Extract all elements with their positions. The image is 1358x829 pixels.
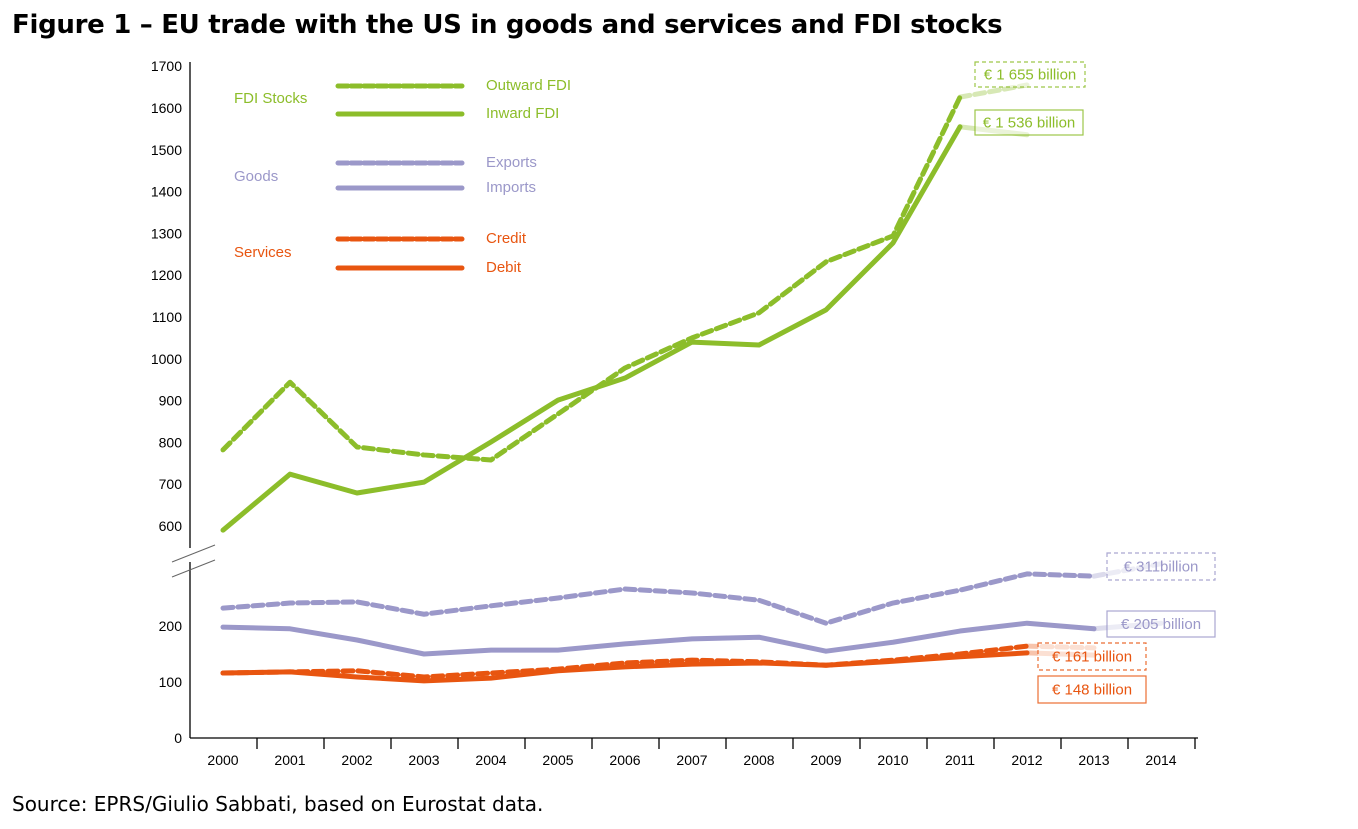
axis-break-mark — [171, 544, 216, 563]
series-line-inward-fdi — [220, 124, 963, 533]
y-tick-label: 200 — [159, 618, 183, 634]
y-tick-label: 100 — [159, 674, 183, 690]
end-value-label: € 311billion — [1124, 559, 1199, 576]
end-value-box — [1037, 675, 1147, 704]
x-tick-label: 2004 — [475, 752, 506, 768]
end-value-label: € 1 655 billion — [984, 67, 1077, 84]
y-tick-label: 0 — [174, 730, 182, 746]
source-note: Source: EPRS/Giulio Sabbati, based on Eu… — [12, 792, 544, 816]
y-tick-label: 700 — [159, 476, 183, 492]
x-tick-label: 2001 — [274, 752, 305, 768]
end-value-label: € 205 billion — [1121, 616, 1201, 633]
series-line-imports — [220, 620, 1097, 657]
y-tick-label: 1600 — [151, 100, 182, 116]
y-tick-label: 1100 — [152, 309, 182, 325]
x-tick-label: 2002 — [341, 752, 372, 768]
end-value-label: € 1 536 billion — [983, 115, 1076, 132]
x-tick-label: 2012 — [1011, 752, 1042, 768]
legend-label: Inward FDI — [486, 105, 559, 122]
y-tick-label: 1200 — [151, 267, 182, 283]
end-value-label: € 148 billion — [1052, 682, 1132, 699]
legend-label: Outward FDI — [486, 77, 571, 94]
end-value-box — [1106, 610, 1216, 638]
y-tick-label: 1300 — [151, 225, 182, 241]
x-tick-label: 2000 — [207, 752, 238, 768]
y-tick-label: 1500 — [151, 142, 182, 158]
end-value-box — [974, 109, 1084, 136]
x-tick-label: 2005 — [542, 752, 573, 768]
series-line-faded-end — [1091, 561, 1164, 579]
legend-label: Debit — [486, 259, 522, 276]
end-value-box — [974, 61, 1086, 88]
series-line-faded-end — [957, 124, 1030, 138]
y-tick-label: 1700 — [151, 58, 182, 74]
y-tick-label: 600 — [159, 518, 183, 534]
series-line-faded-end — [1091, 620, 1164, 632]
y-tick-label: 800 — [159, 434, 183, 450]
chart-title: Figure 1 – EU trade with the US in goods… — [12, 10, 1003, 40]
end-value-label: € 161 billion — [1052, 649, 1132, 666]
x-tick-label: 2006 — [609, 752, 640, 768]
end-value-box — [1106, 552, 1216, 581]
x-tick-label: 2007 — [676, 752, 707, 768]
x-tick-label: 2014 — [1145, 752, 1176, 768]
y-tick-label: 900 — [159, 393, 183, 409]
legend-group-label: Services — [234, 244, 292, 261]
series-line-outward-fdi — [220, 94, 963, 463]
x-tick-label: 2003 — [408, 752, 439, 768]
x-tick-label: 2010 — [877, 752, 908, 768]
x-tick-label: 2008 — [743, 752, 774, 768]
x-tick-label: 2013 — [1078, 752, 1109, 768]
x-tick-label: 2009 — [810, 752, 841, 768]
axis-break-mark — [171, 559, 216, 578]
series-line-exports — [220, 571, 1097, 626]
y-tick-label: 1400 — [151, 184, 182, 200]
end-value-box — [1037, 642, 1147, 671]
legend-group-label: Goods — [234, 168, 278, 185]
x-tick-label: 2011 — [945, 752, 975, 768]
legend-label: Imports — [486, 179, 536, 196]
legend-label: Credit — [486, 230, 527, 247]
legend-group-label: FDI Stocks — [234, 90, 307, 107]
y-tick-label: 1000 — [151, 351, 182, 367]
legend-label: Exports — [486, 154, 537, 171]
